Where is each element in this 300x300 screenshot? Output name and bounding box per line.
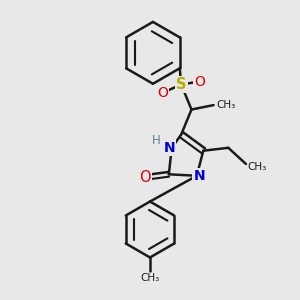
Text: CH₃: CH₃ (140, 273, 160, 283)
Text: CH₃: CH₃ (216, 100, 235, 110)
Text: O: O (140, 170, 151, 185)
Text: N: N (164, 141, 175, 155)
Text: N: N (193, 169, 205, 183)
Text: S: S (176, 77, 186, 92)
Text: H: H (152, 134, 161, 147)
Text: O: O (194, 74, 205, 88)
Text: O: O (158, 86, 168, 100)
Text: CH₃: CH₃ (248, 162, 267, 172)
